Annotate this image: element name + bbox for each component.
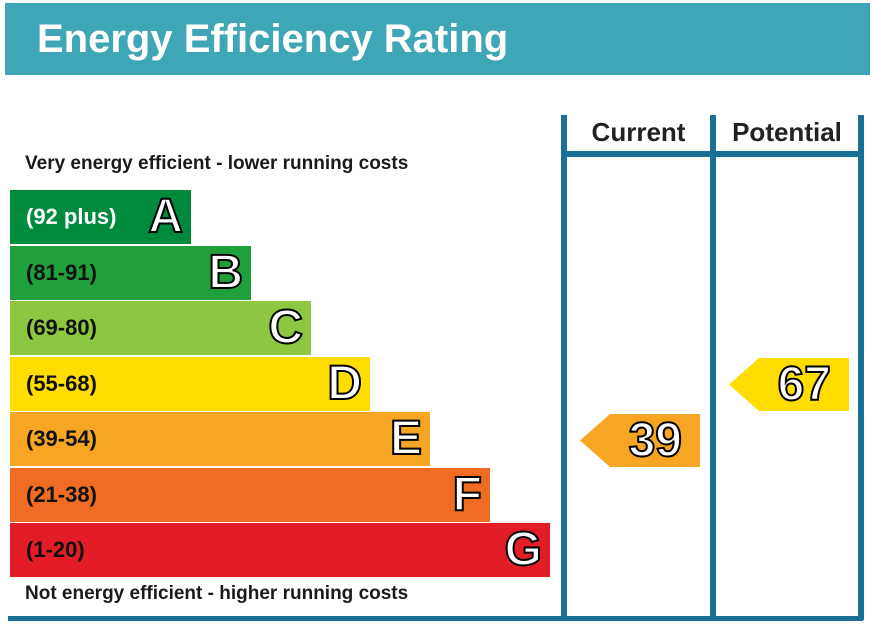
band-letter: E bbox=[389, 411, 423, 466]
inefficient-note: Not energy efficient - higher running co… bbox=[25, 583, 409, 604]
column-header-rule bbox=[561, 151, 864, 157]
band-letter: A bbox=[147, 189, 184, 244]
potential-column-header: Potential bbox=[732, 117, 842, 147]
current-column-right-rule bbox=[710, 115, 716, 620]
band-range-label: (21-38) bbox=[26, 482, 97, 507]
current-column-header: Current bbox=[591, 117, 686, 147]
current-column-left-rule bbox=[561, 115, 567, 620]
band-range-label: (92 plus) bbox=[26, 204, 117, 229]
current-rating-value: 39 bbox=[628, 414, 683, 467]
current-rating-arrow: 39 bbox=[580, 414, 700, 467]
chart-title: Energy Efficiency Rating bbox=[37, 17, 509, 61]
bottom-rule bbox=[8, 616, 863, 621]
band-a: (92 plus) A bbox=[10, 189, 191, 244]
band-range-label: (69-80) bbox=[26, 315, 97, 340]
band-c: (69-80) C bbox=[10, 300, 311, 355]
band-letter: C bbox=[267, 300, 304, 355]
band-range-label: (81-91) bbox=[26, 260, 97, 285]
potential-column-right-rule bbox=[858, 115, 864, 620]
band-range-label: (39-54) bbox=[26, 426, 97, 451]
band-d: (55-68) D bbox=[10, 356, 370, 411]
band-range-label: (55-68) bbox=[26, 371, 97, 396]
title-bar: Energy Efficiency Rating bbox=[5, 3, 870, 75]
efficient-note: Very energy efficient - lower running co… bbox=[25, 153, 409, 174]
band-letter: F bbox=[452, 467, 483, 522]
potential-rating-value: 67 bbox=[777, 358, 832, 411]
band-letter: B bbox=[207, 245, 244, 300]
band-letter: G bbox=[504, 522, 543, 577]
band-e: (39-54) E bbox=[10, 411, 430, 466]
band-range-label: (1-20) bbox=[26, 537, 85, 562]
band-g: (1-20) G bbox=[10, 522, 550, 577]
potential-rating-arrow: 67 bbox=[729, 358, 849, 411]
band-f: (21-38) F bbox=[10, 467, 490, 522]
band-b: (81-91) B bbox=[10, 245, 251, 300]
band-letter: D bbox=[326, 356, 363, 411]
